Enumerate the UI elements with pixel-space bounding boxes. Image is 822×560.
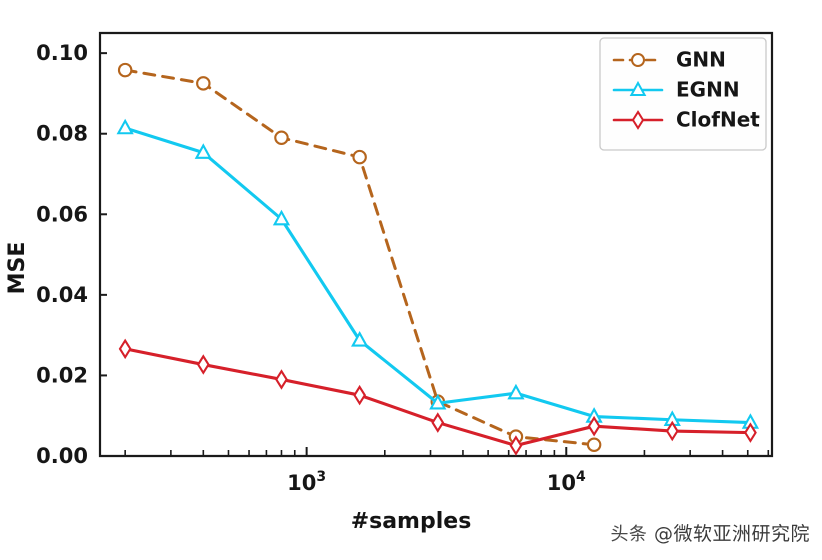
axes-frame: [98, 31, 774, 458]
data-point-marker: [352, 149, 367, 165]
legend-label-egnn: EGNN: [676, 78, 740, 102]
legend-marker-clofnet: [631, 110, 645, 130]
data-point-marker: [429, 393, 447, 410]
y-axis-ticks: 0.00 0.02 0.04 0.06 0.08 0.10: [36, 41, 107, 468]
legend-label-clofnet: ClofNet: [676, 108, 760, 132]
watermark-handle: @微软亚洲研究院: [653, 523, 810, 545]
y-tick-label: 0.04: [36, 283, 88, 307]
y-tick-label: 0.06: [36, 202, 88, 226]
legend-marker-egnn: [629, 80, 647, 97]
watermark-prefix: 头条: [610, 524, 648, 545]
data-point-marker: [275, 369, 288, 390]
y-tick-label: 0.02: [36, 363, 88, 387]
data-point-marker: [665, 420, 679, 442]
series-clofnet: [118, 338, 757, 456]
chart-legend: GNN EGNN ClofNet: [599, 37, 767, 151]
watermark: 头条 @微软亚洲研究院: [610, 519, 810, 546]
x-axis-tick-labels: 103 104: [287, 469, 586, 495]
data-point-marker: [586, 437, 602, 452]
x-tick-label: 103: [287, 469, 326, 495]
data-point-marker: [118, 338, 132, 360]
data-point-marker: [509, 435, 523, 456]
data-point-marker: [117, 62, 133, 78]
y-tick-label: 0.08: [36, 122, 88, 146]
data-point-marker: [743, 422, 757, 443]
y-axis-title: MSE: [5, 242, 30, 295]
data-point-marker: [351, 331, 369, 347]
data-series-layer: [116, 62, 760, 456]
data-point-marker: [431, 412, 445, 433]
data-point-marker: [274, 130, 289, 145]
y-tick-label: 0.00: [36, 444, 88, 468]
data-point-marker: [196, 76, 211, 91]
data-point-marker: [507, 383, 525, 400]
legend-label-gnn: GNN: [676, 48, 726, 72]
series-egnn: [116, 118, 760, 429]
data-point-marker: [196, 354, 210, 375]
data-point-marker: [587, 415, 601, 437]
legend-marker-gnn: [631, 53, 645, 67]
y-tick-label: 0.10: [36, 41, 88, 65]
data-point-marker: [353, 384, 367, 406]
x-axis-title: #samples: [351, 509, 472, 534]
data-point-marker: [272, 209, 291, 226]
data-point-marker: [194, 143, 212, 159]
data-point-marker: [116, 118, 134, 135]
x-axis-ticks: [124, 447, 770, 456]
x-tick-label: 104: [547, 469, 586, 495]
